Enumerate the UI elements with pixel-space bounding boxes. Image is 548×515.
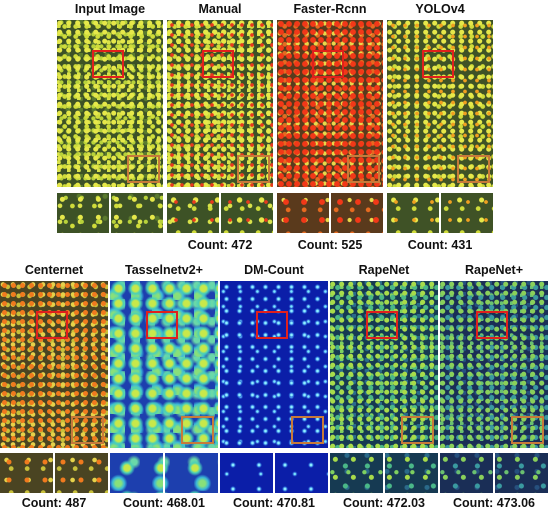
dmcount-image [220, 281, 328, 448]
manual-image [167, 20, 273, 187]
yolo-zoom-thumbnails [387, 193, 493, 233]
faster-image [277, 20, 383, 187]
orange-zoom-box [71, 416, 104, 444]
input-image [57, 20, 163, 187]
dmcount-title: DM-Count [244, 263, 304, 277]
thumbnail-divider [329, 193, 331, 233]
rapenet-image [330, 281, 438, 448]
red-zoom-box [146, 311, 178, 339]
rapenetplus-count: Count: 473.06 [453, 496, 535, 510]
red-zoom-box [92, 50, 124, 78]
faster-count: Count: 525 [297, 238, 363, 252]
orange-zoom-box [291, 416, 324, 444]
orange-zoom-box [511, 416, 544, 444]
red-zoom-box [36, 311, 68, 339]
faster-title: Faster-Rcnn [293, 2, 367, 16]
thumbnail-divider [273, 453, 275, 493]
manual-title: Manual [198, 2, 242, 16]
red-zoom-box [366, 311, 398, 339]
tasselnet-zoom-thumbnails [110, 453, 218, 493]
rapenetplus-title: RapeNet+ [464, 263, 523, 277]
rapenet-count: Count: 472.03 [343, 496, 425, 510]
red-zoom-box [476, 311, 508, 339]
thumbnail-divider [219, 193, 221, 233]
rapenet-title: RapeNet [358, 263, 410, 277]
tasselnet-image [110, 281, 218, 448]
dmcount-zoom-thumbnails [220, 453, 328, 493]
centernet-title: Centernet [24, 263, 84, 277]
centernet-zoom-thumbnails [0, 453, 108, 493]
red-zoom-box [422, 50, 454, 78]
thumbnail-divider [109, 193, 111, 233]
input-title: Input Image [74, 2, 146, 16]
yolo-image [387, 20, 493, 187]
orange-zoom-box [237, 155, 270, 183]
red-zoom-box [312, 50, 344, 78]
rapenetplus-zoom-thumbnails [440, 453, 548, 493]
yolo-count: Count: 431 [407, 238, 473, 252]
thumbnail-divider [163, 453, 165, 493]
rapenetplus-image [440, 281, 548, 448]
red-zoom-box [202, 50, 234, 78]
faster-zoom-thumbnails [277, 193, 383, 233]
orange-zoom-box [401, 416, 434, 444]
manual-count: Count: 472 [187, 238, 253, 252]
orange-zoom-box [181, 416, 214, 444]
thumbnail-divider [439, 193, 441, 233]
yolo-title: YOLOv4 [415, 2, 465, 16]
rapenet-zoom-thumbnails [330, 453, 438, 493]
tasselnet-count: Count: 468.01 [123, 496, 205, 510]
centernet-image [0, 281, 108, 448]
orange-zoom-box [347, 155, 380, 183]
centernet-count: Count: 487 [21, 496, 87, 510]
manual-zoom-thumbnails [167, 193, 273, 233]
tasselnet-title: Tasselnetv2+ [125, 263, 203, 277]
red-zoom-box [256, 311, 288, 339]
orange-zoom-box [127, 155, 160, 183]
thumbnail-divider [383, 453, 385, 493]
input-zoom-thumbnails [57, 193, 163, 233]
thumbnail-divider [53, 453, 55, 493]
dmcount-count: Count: 470.81 [233, 496, 315, 510]
orange-zoom-box [457, 155, 490, 183]
thumbnail-divider [493, 453, 495, 493]
